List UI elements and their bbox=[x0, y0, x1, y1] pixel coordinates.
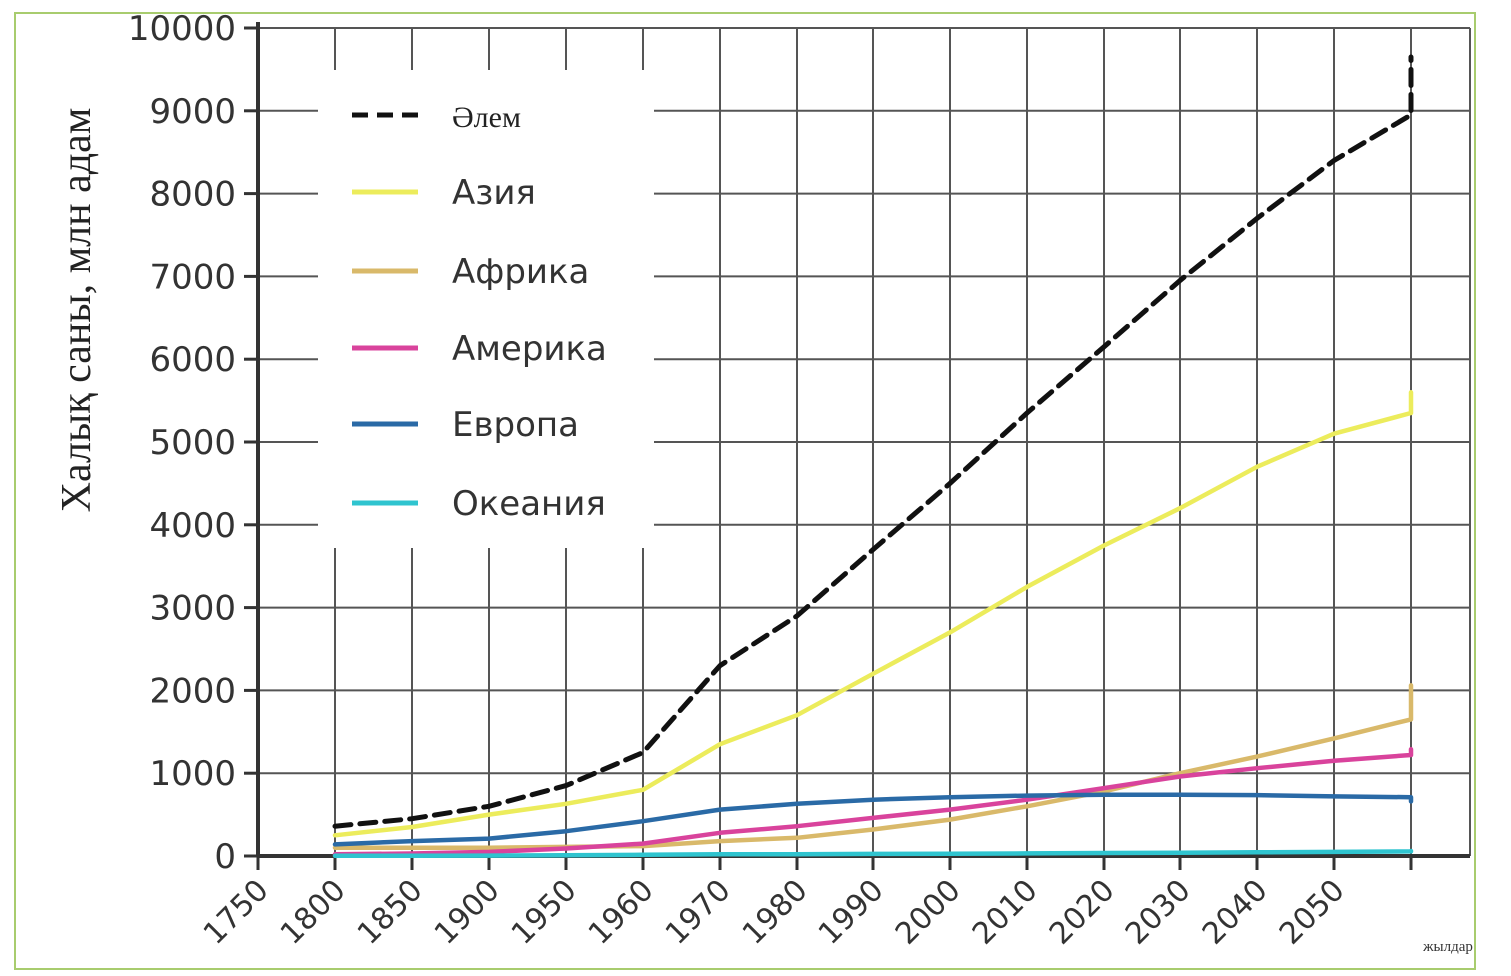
x-tick-label: 2040 bbox=[1196, 873, 1275, 952]
y-tick-label: 5000 bbox=[149, 423, 236, 463]
legend-label: Океания bbox=[452, 484, 606, 524]
y-tick-label: 4000 bbox=[149, 506, 236, 546]
y-tick-label: 9000 bbox=[149, 92, 236, 132]
x-tick-label: 1850 bbox=[351, 873, 430, 952]
x-tick-label: 2030 bbox=[1119, 873, 1198, 952]
x-tick-label: 2020 bbox=[1043, 873, 1122, 952]
y-axis-label: Халық саны, млн адам bbox=[54, 108, 100, 513]
legend-label: Әлем bbox=[452, 101, 521, 134]
x-tick-label: 2000 bbox=[889, 873, 968, 952]
x-axis-label: жылдар bbox=[1422, 939, 1473, 955]
x-tick-label: 1950 bbox=[505, 873, 584, 952]
series-lines bbox=[332, 54, 1414, 859]
y-tick-label: 8000 bbox=[149, 175, 236, 215]
series-line bbox=[332, 848, 1414, 859]
x-tick-labels: 1750180018501900195019601970198019902000… bbox=[197, 873, 1352, 952]
x-tick-label: 1800 bbox=[274, 873, 353, 952]
x-tick-label: 1980 bbox=[736, 873, 815, 952]
y-tick-labels: 0 1000 2000 3000 4000 5000 6000 7000 8000 9000 100… bbox=[128, 9, 236, 877]
legend-label: Азия bbox=[452, 173, 536, 213]
x-tick-label: 1750 bbox=[197, 873, 276, 952]
x-tick-label: 1970 bbox=[659, 873, 738, 952]
x-tick-label: 1960 bbox=[582, 873, 661, 952]
legend-background bbox=[318, 70, 654, 548]
legend-label: Америка bbox=[452, 329, 607, 369]
x-tick-label: 2010 bbox=[966, 873, 1045, 952]
series-line bbox=[332, 683, 1414, 850]
x-tick-label: 1990 bbox=[812, 873, 891, 952]
x-tick-label: 2050 bbox=[1273, 873, 1352, 952]
legend-box bbox=[318, 70, 654, 548]
y-tick-label: 2000 bbox=[149, 671, 236, 711]
y-tick-label: 1000 bbox=[149, 754, 236, 794]
y-tick-label: 6000 bbox=[149, 340, 236, 380]
y-tick-label: 7000 bbox=[149, 257, 236, 297]
x-tick-label: 1900 bbox=[428, 873, 507, 952]
y-tick-label: 3000 bbox=[149, 589, 236, 629]
legend-label: Африка bbox=[452, 252, 589, 292]
legend-label: Европа bbox=[452, 405, 579, 445]
chart-frame bbox=[14, 12, 1476, 970]
series-line bbox=[332, 746, 1414, 857]
legend: Әлем Азия Африка Америка Европа Океания bbox=[352, 101, 607, 524]
series-line bbox=[332, 54, 1414, 829]
y-tick-label: 0 bbox=[214, 837, 236, 877]
y-tick-label: 10000 bbox=[128, 9, 236, 49]
series-line bbox=[332, 390, 1414, 838]
series-line bbox=[332, 792, 1414, 847]
